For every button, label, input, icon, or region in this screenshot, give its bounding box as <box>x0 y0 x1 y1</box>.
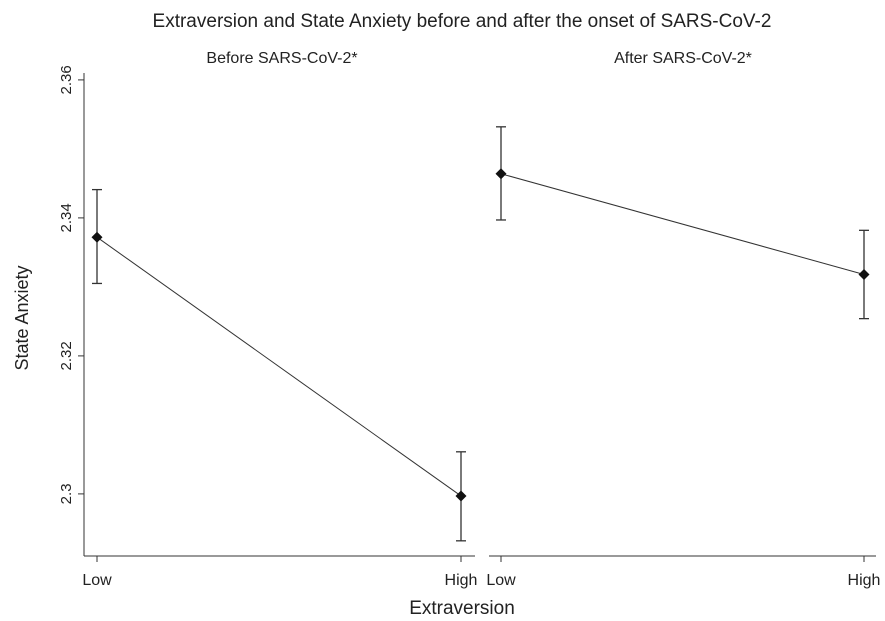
x-tick-label: High <box>848 572 881 589</box>
x-tick-label: Low <box>82 572 112 589</box>
y-tick-label: 2.36 <box>58 65 75 94</box>
series-line <box>96 236 462 497</box>
panel-after: Low High <box>486 126 881 589</box>
y-axis: 2.3 2.32 2.34 2.36 <box>58 65 85 556</box>
series-line <box>500 173 865 275</box>
y-tick-label: 2.32 <box>58 341 75 370</box>
x-axis-label: Extraversion <box>409 598 515 619</box>
panel-title-after: After SARS-CoV-2* <box>614 50 752 67</box>
data-point <box>495 168 507 180</box>
data-point <box>91 231 103 243</box>
panel-before: Low High <box>82 188 478 589</box>
x-tick-label: Low <box>486 572 516 589</box>
y-axis-label: State Anxiety <box>12 265 32 370</box>
x-tick-label: High <box>445 572 478 589</box>
y-tick-label: 2.34 <box>58 203 75 232</box>
data-point <box>858 268 870 280</box>
data-point <box>455 490 467 502</box>
panel-title-before: Before SARS-CoV-2* <box>206 50 357 67</box>
y-tick-label: 2.3 <box>58 483 75 504</box>
chart-title: Extraversion and State Anxiety before an… <box>153 11 772 32</box>
